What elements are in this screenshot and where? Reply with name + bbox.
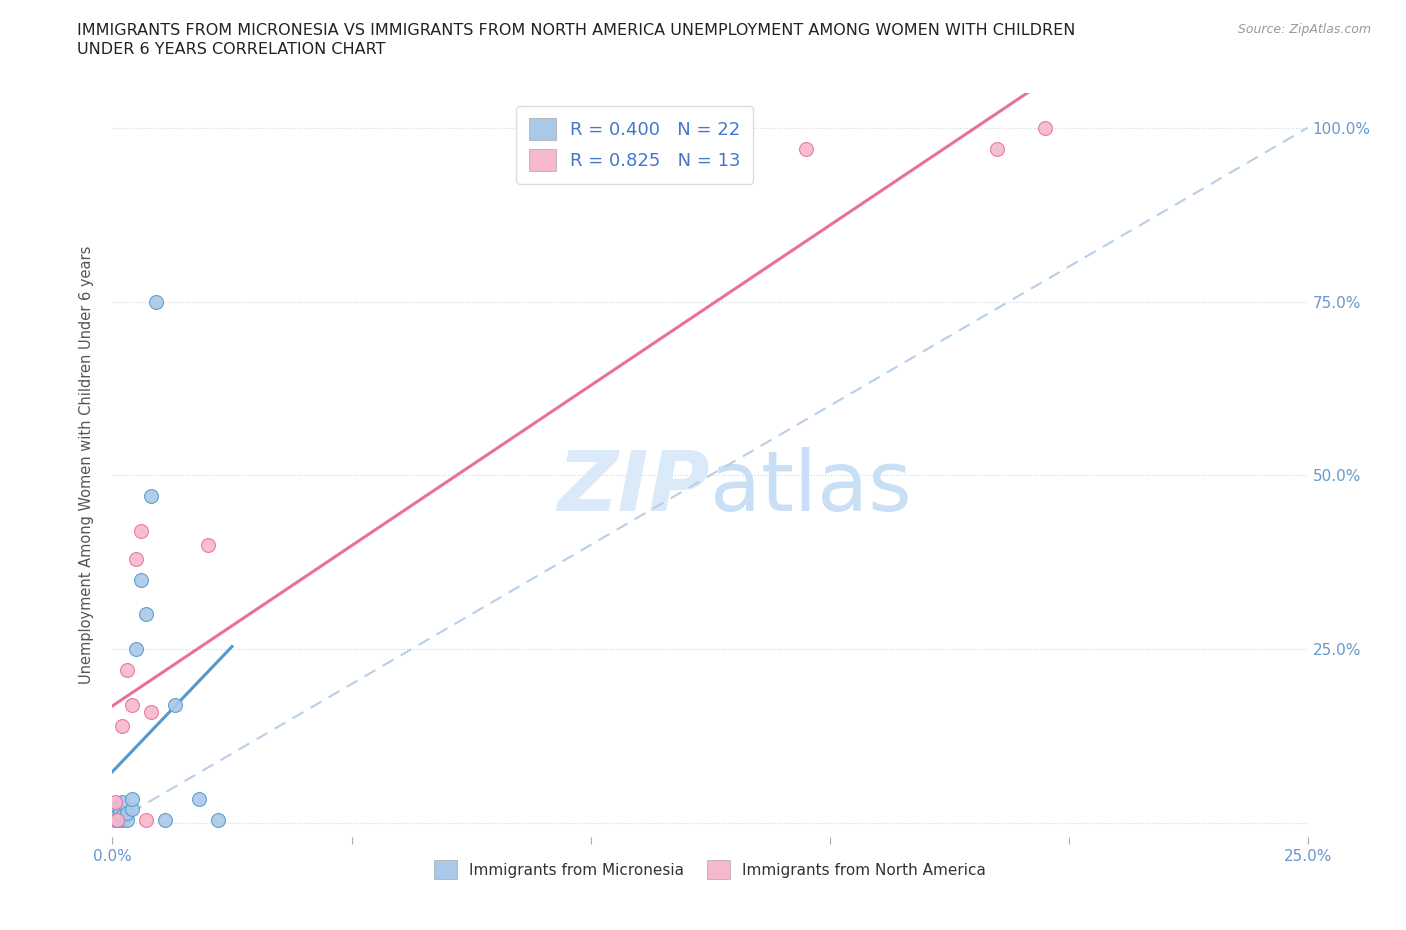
Text: Source: ZipAtlas.com: Source: ZipAtlas.com — [1237, 23, 1371, 36]
Text: ZIP: ZIP — [557, 446, 710, 528]
Point — [139, 489, 162, 504]
Point — [108, 805, 131, 820]
Point — [121, 791, 143, 806]
Point — [104, 812, 127, 827]
Point — [105, 812, 128, 827]
Point — [163, 698, 186, 712]
Point — [139, 704, 162, 719]
Point — [986, 141, 1008, 156]
Point — [145, 294, 167, 309]
Point — [129, 524, 152, 538]
Point — [111, 812, 134, 827]
Point — [187, 791, 209, 806]
Point — [111, 809, 134, 824]
Point — [105, 812, 128, 827]
Point — [135, 607, 157, 622]
Point — [207, 812, 229, 827]
Point — [104, 795, 127, 810]
Point — [794, 141, 817, 156]
Point — [197, 538, 219, 552]
Point — [111, 718, 134, 733]
Point — [115, 663, 138, 678]
Point — [111, 795, 134, 810]
Point — [129, 572, 152, 587]
Point — [115, 805, 138, 820]
Point — [121, 802, 143, 817]
Point — [125, 642, 148, 657]
Point — [1033, 120, 1056, 135]
Text: atlas: atlas — [710, 446, 911, 528]
Point — [105, 809, 128, 824]
Point — [135, 812, 157, 827]
Point — [115, 812, 138, 827]
Text: IMMIGRANTS FROM MICRONESIA VS IMMIGRANTS FROM NORTH AMERICA UNEMPLOYMENT AMONG W: IMMIGRANTS FROM MICRONESIA VS IMMIGRANTS… — [77, 23, 1076, 38]
Point — [153, 812, 176, 827]
Point — [103, 809, 125, 824]
Legend: Immigrants from Micronesia, Immigrants from North America: Immigrants from Micronesia, Immigrants f… — [427, 855, 993, 885]
Text: UNDER 6 YEARS CORRELATION CHART: UNDER 6 YEARS CORRELATION CHART — [77, 42, 385, 57]
Point — [105, 802, 128, 817]
Point — [121, 698, 143, 712]
Y-axis label: Unemployment Among Women with Children Under 6 years: Unemployment Among Women with Children U… — [79, 246, 94, 684]
Point — [125, 551, 148, 566]
